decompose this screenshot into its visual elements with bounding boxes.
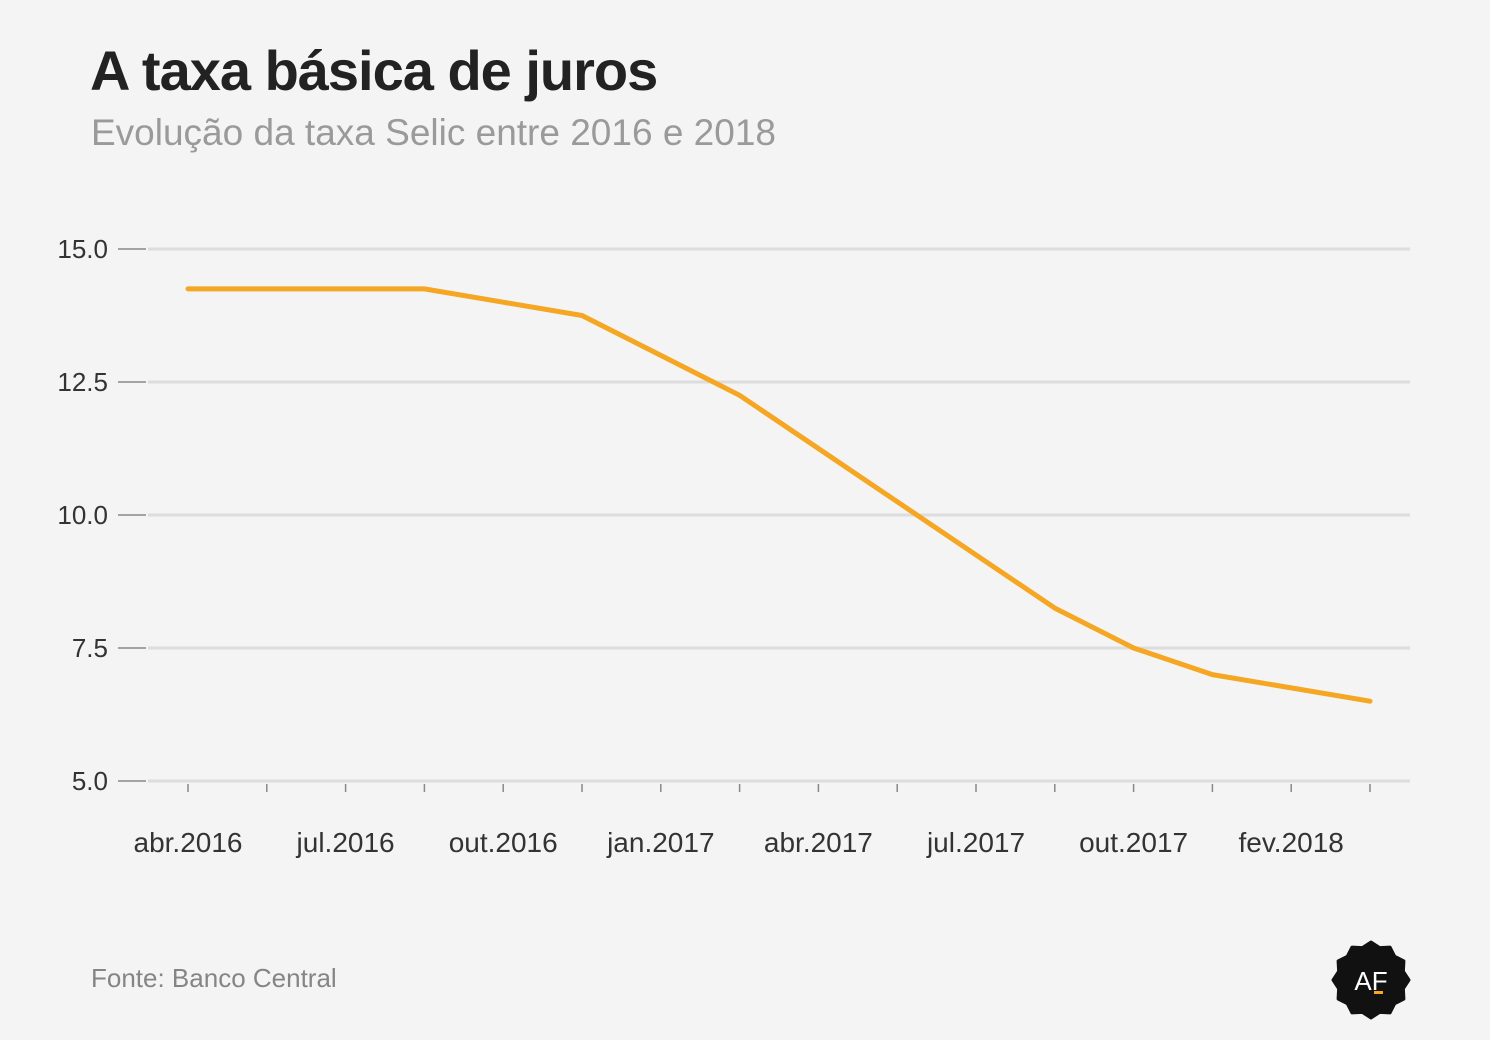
- y-tick-label: 12.5: [57, 367, 108, 397]
- x-tick-label: jul.2016: [296, 827, 395, 858]
- af-logo: AF: [1331, 940, 1411, 1020]
- source-note: Fonte: Banco Central: [91, 963, 337, 993]
- y-tick-label: 5.0: [72, 766, 108, 796]
- x-tick-label: jan.2017: [606, 827, 714, 858]
- chart-subtitle: Evolução da taxa Selic entre 2016 e 2018: [91, 112, 776, 153]
- x-tick-label: abr.2017: [764, 827, 873, 858]
- logo-accent: [1374, 991, 1383, 994]
- y-tick-label: 10.0: [57, 500, 108, 530]
- y-axis: 5.0 7.5 10.0 12.5 15.0: [57, 234, 146, 796]
- logo-badge: [1331, 940, 1411, 1020]
- x-tick-label: out.2016: [449, 827, 558, 858]
- x-axis: abr.2016 jul.2016 out.2016 jan.2017 abr.2017…: [134, 784, 1371, 858]
- x-tick-label: fev.2018: [1239, 827, 1344, 858]
- y-tick-label: 15.0: [57, 234, 108, 264]
- y-tick-label: 7.5: [72, 633, 108, 663]
- x-tick-label: abr.2016: [134, 827, 243, 858]
- series-line: [185, 286, 1373, 704]
- chart-title: A taxa básica de juros: [90, 39, 658, 102]
- x-tick-label: jul.2017: [926, 827, 1025, 858]
- x-tick-label: out.2017: [1079, 827, 1188, 858]
- gridlines: [148, 247, 1410, 783]
- series-layer: [185, 286, 1373, 704]
